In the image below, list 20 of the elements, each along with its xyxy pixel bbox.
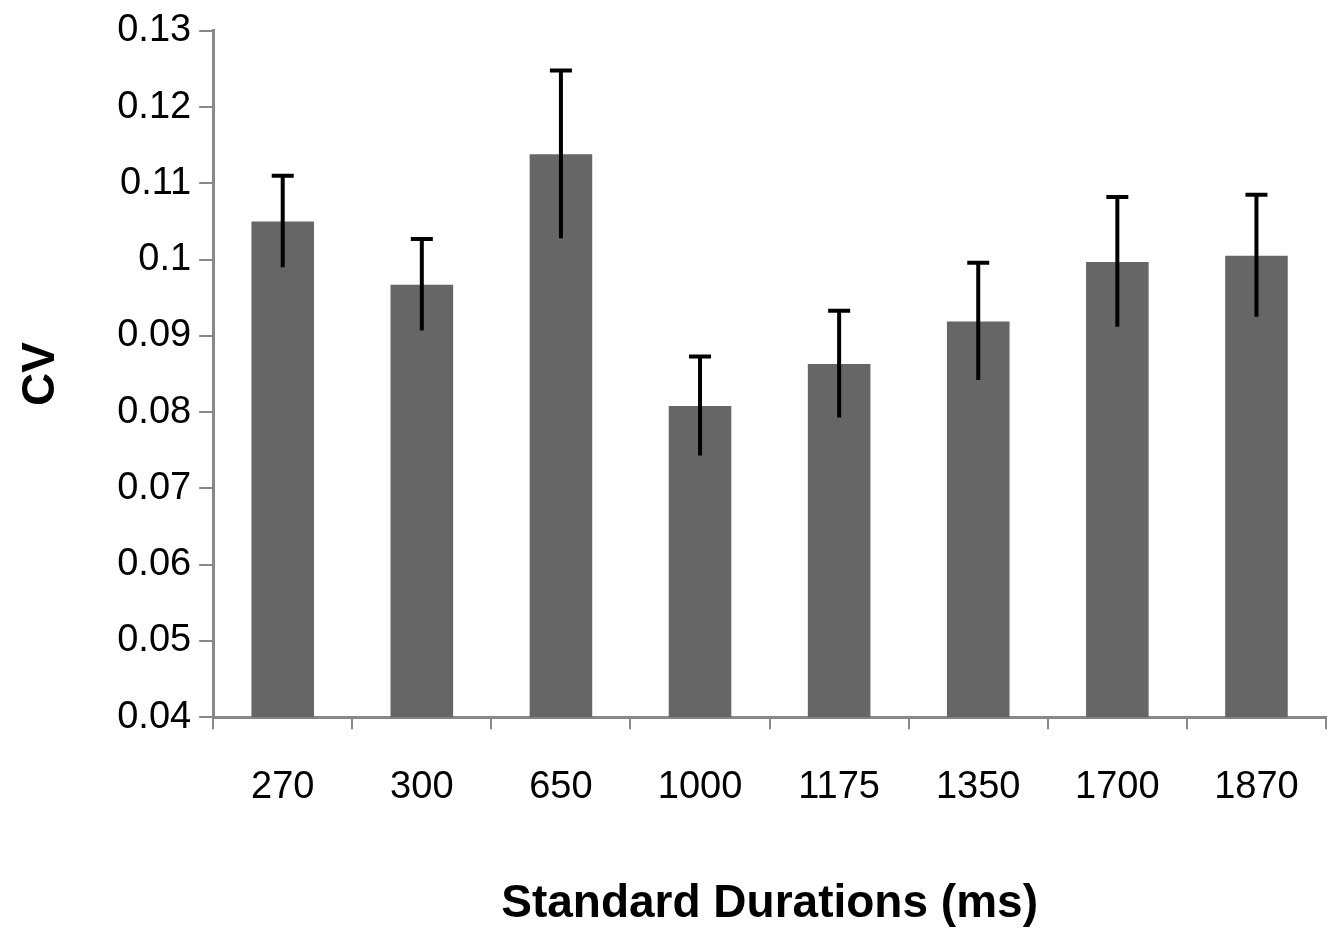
x-tick-label: 1700: [1075, 764, 1160, 807]
y-tick-label: 0.11: [120, 159, 192, 202]
x-tick-label: 1000: [657, 764, 743, 807]
y-tick-label: 0.07: [117, 464, 192, 507]
x-tick-label: 300: [390, 764, 454, 807]
y-axis-title: CV: [12, 341, 65, 406]
y-tick-label: 0.04: [117, 693, 192, 736]
x-tick-label: 1870: [1214, 764, 1299, 807]
y-tick-label: 0.06: [117, 541, 192, 584]
y-tick-label: 0.08: [117, 388, 192, 431]
y-tick-label: 0.09: [117, 312, 192, 355]
y-tick-label: 0.13: [117, 7, 192, 50]
x-tick-label: 650: [529, 764, 593, 807]
x-axis-title: Standard Durations (ms): [501, 875, 1038, 928]
x-tick-label: 270: [251, 764, 315, 807]
y-tick-label: 0.12: [117, 83, 192, 126]
x-tick-label: 1350: [935, 764, 1021, 807]
y-tick-label: 0.05: [117, 617, 192, 660]
x-tick-label: 1175: [798, 764, 880, 807]
y-tick-label: 0.1: [138, 236, 192, 279]
